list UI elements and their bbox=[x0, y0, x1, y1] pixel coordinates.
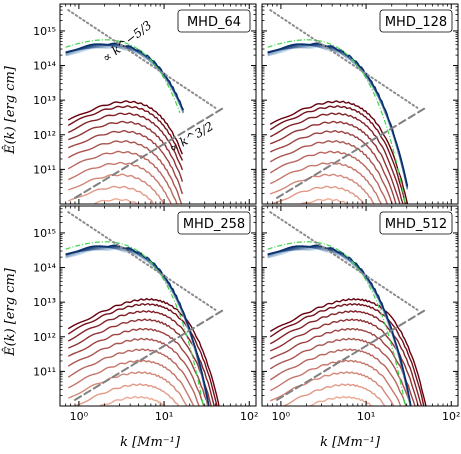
reference-line-k53 bbox=[269, 9, 419, 109]
panel-label: MHD_64 bbox=[187, 15, 241, 30]
reference-line-k32 bbox=[73, 106, 225, 199]
magnetic-spectrum-line bbox=[67, 161, 172, 204]
panel-label-box bbox=[379, 9, 453, 33]
reference-line-k53 bbox=[269, 211, 419, 311]
reference-line-k53 bbox=[67, 9, 217, 109]
ylabel-bottom: Ê(k) [erg cm] bbox=[2, 267, 18, 357]
magnetic-spectrum-line bbox=[269, 310, 423, 406]
magnetic-spectrum-line bbox=[67, 129, 184, 195]
magnetic-spectrum-line bbox=[269, 359, 402, 406]
magnetic-spectrum-line bbox=[67, 185, 156, 204]
magnetic-spectrum-line bbox=[67, 359, 195, 406]
magnetic-spectrum-line bbox=[98, 395, 166, 406]
panel-mhd-258: 10¹¹ 10¹² 10¹³ 10¹⁴ 10¹⁵ 10⁰ 10¹ 10² MHD_258 bbox=[33, 205, 258, 423]
panel-label-box bbox=[177, 211, 251, 235]
reference-line-k32 bbox=[73, 308, 225, 401]
xlabel-left: k [Mm⁻¹] bbox=[120, 435, 181, 450]
initial-kinetic-line bbox=[267, 39, 406, 204]
magnetic-spectrum-line bbox=[67, 140, 183, 204]
magnetic-spectrum-line bbox=[269, 161, 383, 204]
magnetic-spectrum-line bbox=[67, 318, 212, 406]
magnetic-spectrum-line bbox=[281, 383, 386, 406]
magnetic-spectrum-line bbox=[305, 395, 374, 406]
x-tick-label: 10¹ bbox=[357, 410, 375, 423]
x-tick-label: 10¹ bbox=[155, 410, 173, 423]
magnetic-spectrum-line bbox=[269, 318, 419, 406]
plot-area bbox=[262, 4, 458, 204]
plot-frame bbox=[59, 205, 257, 407]
magnetic-spectrum-line bbox=[67, 150, 178, 204]
magnetic-spectrum-line bbox=[269, 120, 401, 204]
magnetic-spectrum-line bbox=[269, 173, 376, 204]
magnetic-spectrum-line bbox=[299, 198, 350, 204]
panel-mhd-128: MHD_128 bbox=[261, 3, 459, 205]
magnetic-spectrum-line bbox=[269, 100, 409, 204]
y-tick-label: 10¹² bbox=[33, 129, 56, 142]
plot-frame bbox=[261, 3, 459, 205]
y-tick-label: 10¹³ bbox=[33, 296, 56, 309]
magnetic-spectrum-line bbox=[269, 105, 407, 204]
y-tick-label: 10¹⁵ bbox=[33, 25, 56, 38]
initial-kinetic-line bbox=[65, 241, 204, 406]
magnetic-spectrum-line bbox=[269, 371, 395, 406]
panel-label: MHD_258 bbox=[183, 217, 245, 232]
plot-frame bbox=[261, 205, 459, 407]
x-tick-label: 10² bbox=[442, 410, 460, 423]
magnetic-spectrum-line bbox=[269, 150, 389, 204]
y-tick-label: 10¹¹ bbox=[33, 365, 56, 378]
y-tick-label: 10¹³ bbox=[33, 94, 56, 107]
magnetic-spectrum-line bbox=[269, 337, 412, 406]
y-tick-label: 10¹⁴ bbox=[33, 60, 56, 73]
y-tick-label: 10¹⁴ bbox=[33, 262, 56, 275]
panel-label-box bbox=[379, 211, 453, 235]
magnetic-spectrum-line bbox=[67, 327, 209, 406]
initial-kinetic-line bbox=[267, 241, 406, 406]
panel-label: MHD_128 bbox=[385, 15, 447, 30]
panel-label: MHD_512 bbox=[385, 217, 447, 232]
x-tick-label: 10⁰ bbox=[70, 410, 89, 423]
kinetic-spectrum-line bbox=[267, 42, 409, 187]
y-tick-label: 10¹¹ bbox=[33, 163, 56, 176]
panel-label-box bbox=[177, 9, 251, 33]
magnetic-spectrum-line bbox=[67, 371, 188, 406]
y-tick-label: 10¹⁵ bbox=[33, 227, 56, 240]
reference-line-k32 bbox=[275, 106, 427, 199]
reference-line-k53 bbox=[67, 211, 217, 311]
magnetic-spectrum-line bbox=[67, 302, 218, 406]
magnetic-spectrum-line bbox=[269, 129, 397, 204]
magnetic-spectrum-line bbox=[269, 348, 408, 406]
magnetic-spectrum-line bbox=[270, 185, 366, 204]
xlabel-right: k [Mm⁻¹] bbox=[320, 435, 381, 450]
magnetic-spectrum-line bbox=[92, 198, 139, 204]
magnetic-spectrum-line bbox=[67, 337, 205, 406]
x-tick-label: 10⁰ bbox=[272, 410, 291, 423]
magnetic-spectrum-line bbox=[67, 112, 184, 171]
ylabel-top: Ê(k) [erg cm] bbox=[2, 65, 18, 155]
plot-area bbox=[60, 4, 256, 204]
y-tick-label: 10¹² bbox=[33, 331, 56, 344]
magnetic-spectrum-line bbox=[269, 112, 404, 204]
plot-area bbox=[262, 206, 458, 406]
x-tick-label: 10² bbox=[240, 410, 258, 423]
magnetic-spectrum-line bbox=[67, 100, 184, 155]
magnetic-spectrum-line bbox=[269, 303, 425, 406]
magnetic-spectrum-line bbox=[68, 173, 165, 204]
magnetic-spectrum-line bbox=[269, 327, 416, 406]
magnetic-spectrum-line bbox=[67, 348, 200, 406]
magnetic-spectrum-line bbox=[67, 105, 184, 161]
reference-line-k32 bbox=[275, 308, 427, 401]
panel-mhd-512: 10⁰ 10¹ 10² MHD_512 bbox=[261, 205, 460, 423]
magnetic-spectrum-line bbox=[73, 383, 180, 406]
plot-frame bbox=[59, 3, 257, 205]
magnetic-spectrum-line bbox=[269, 297, 427, 406]
magnetic-spectrum-line bbox=[269, 140, 393, 204]
magnetic-spectrum-line bbox=[67, 297, 220, 406]
